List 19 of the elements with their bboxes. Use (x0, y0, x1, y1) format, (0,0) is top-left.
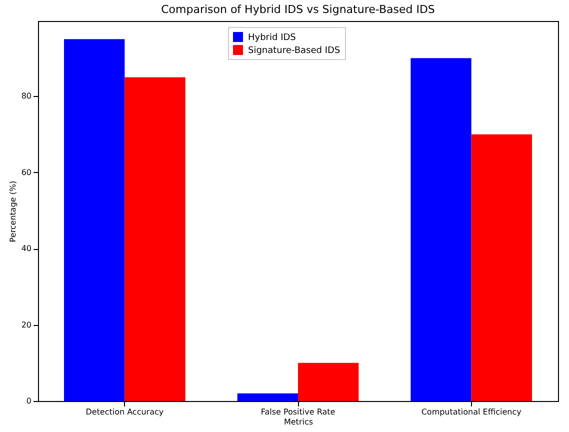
y-tick-label: 40 (21, 244, 32, 254)
x-tick-label: Computational Efficiency (421, 408, 522, 416)
bar (410, 58, 472, 401)
legend-label: Signature-Based IDS (248, 46, 340, 56)
x-tick-label: Detection Accuracy (86, 408, 164, 416)
y-tick-label: 20 (21, 320, 32, 330)
bar (471, 134, 532, 401)
bar (298, 362, 359, 401)
bar (237, 393, 298, 401)
y-tick-label: 60 (21, 168, 32, 177)
y-tick-label: 0 (26, 396, 32, 406)
x-tick-label: False Positive Rate (260, 408, 336, 416)
bar (124, 77, 186, 401)
legend-label: Hybrid IDS (248, 33, 296, 43)
y-tick-label: 80 (21, 92, 32, 101)
bar (64, 39, 125, 401)
y-axis-title: Percentage (%) (8, 180, 18, 242)
x-axis-title: Metrics (284, 418, 314, 426)
chart-title: Comparison of Hybrid IDS vs Signature-Based IDS (161, 3, 435, 16)
